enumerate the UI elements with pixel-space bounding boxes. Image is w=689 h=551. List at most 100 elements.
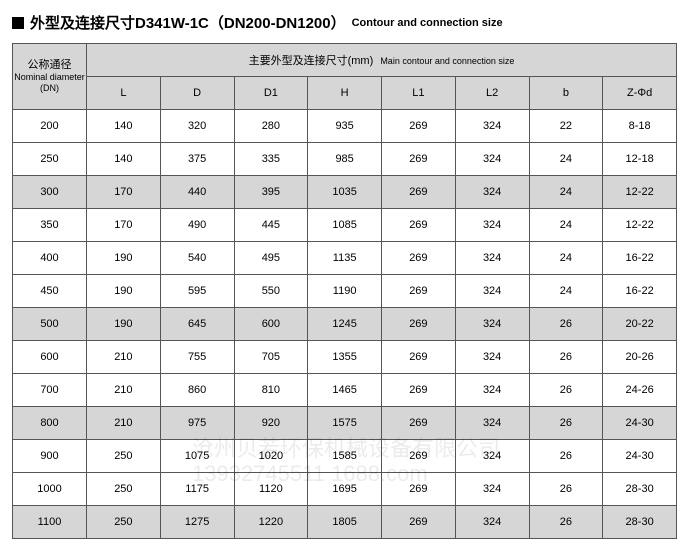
table-row: 10002501175112016952693242628-30 <box>13 473 677 506</box>
table-row: 35017049044510852693242412-22 <box>13 209 677 242</box>
cell-value: 1135 <box>308 242 382 275</box>
cell-value: 26 <box>529 341 603 374</box>
cell-value: 269 <box>382 209 456 242</box>
cell-value: 170 <box>87 209 161 242</box>
cell-value: 1275 <box>160 506 234 539</box>
cell-value: 324 <box>455 176 529 209</box>
cell-value: 20-22 <box>603 308 677 341</box>
cell-value: 190 <box>87 275 161 308</box>
cell-value: 600 <box>234 308 308 341</box>
cell-value: 935 <box>308 110 382 143</box>
group-en: Main contour and connection size <box>380 56 514 66</box>
dimension-table: 公称通径 Nominal diameter (DN) 主要外型及连接尺寸(mm)… <box>12 43 677 539</box>
bullet-square <box>12 17 24 29</box>
cell-value: 324 <box>455 209 529 242</box>
cell-value: 1245 <box>308 308 382 341</box>
cell-value: 269 <box>382 110 456 143</box>
col-header-d: D <box>160 77 234 110</box>
cell-value: 12-22 <box>603 176 677 209</box>
cell-value: 550 <box>234 275 308 308</box>
cell-value: 269 <box>382 440 456 473</box>
cell-value: 595 <box>160 275 234 308</box>
cell-value: 1695 <box>308 473 382 506</box>
cell-value: 210 <box>87 374 161 407</box>
cell-value: 170 <box>87 176 161 209</box>
cell-value: 975 <box>160 407 234 440</box>
cell-value: 280 <box>234 110 308 143</box>
cell-dn: 600 <box>13 341 87 374</box>
cell-value: 26 <box>529 308 603 341</box>
cell-value: 210 <box>87 407 161 440</box>
cell-value: 1175 <box>160 473 234 506</box>
cell-value: 269 <box>382 308 456 341</box>
cell-value: 24-30 <box>603 407 677 440</box>
cell-value: 26 <box>529 407 603 440</box>
cell-value: 140 <box>87 143 161 176</box>
cell-value: 1585 <box>308 440 382 473</box>
col-header-zd: Z-Φd <box>603 77 677 110</box>
cell-dn: 1100 <box>13 506 87 539</box>
cell-value: 335 <box>234 143 308 176</box>
cell-value: 20-26 <box>603 341 677 374</box>
col-header-l2: L2 <box>455 77 529 110</box>
cell-value: 440 <box>160 176 234 209</box>
col-header-dn: 公称通径 Nominal diameter (DN) <box>13 44 87 110</box>
dn-header-en: Nominal diameter <box>13 72 86 83</box>
cell-dn: 1000 <box>13 473 87 506</box>
table-row: 45019059555011902693242416-22 <box>13 275 677 308</box>
cell-value: 28-30 <box>603 473 677 506</box>
title-sub: Contour and connection size <box>352 17 503 29</box>
cell-dn: 500 <box>13 308 87 341</box>
cell-dn: 250 <box>13 143 87 176</box>
cell-value: 24 <box>529 275 603 308</box>
cell-value: 190 <box>87 242 161 275</box>
dn-header-cn: 公称通径 <box>13 59 86 72</box>
cell-value: 12-18 <box>603 143 677 176</box>
cell-value: 140 <box>87 110 161 143</box>
table-row: 70021086081014652693242624-26 <box>13 374 677 407</box>
cell-value: 1805 <box>308 506 382 539</box>
cell-value: 24 <box>529 176 603 209</box>
cell-value: 985 <box>308 143 382 176</box>
cell-value: 250 <box>87 440 161 473</box>
cell-value: 1220 <box>234 506 308 539</box>
cell-value: 26 <box>529 506 603 539</box>
dn-header-unit: (DN) <box>13 83 86 94</box>
cell-value: 269 <box>382 242 456 275</box>
cell-value: 190 <box>87 308 161 341</box>
cell-value: 269 <box>382 275 456 308</box>
cell-value: 1465 <box>308 374 382 407</box>
col-header-h: H <box>308 77 382 110</box>
cell-value: 324 <box>455 275 529 308</box>
table-header: 公称通径 Nominal diameter (DN) 主要外型及连接尺寸(mm)… <box>13 44 677 110</box>
table-row: 200140320280935269324228-18 <box>13 110 677 143</box>
table-row: 50019064560012452693242620-22 <box>13 308 677 341</box>
table-row: 2501403753359852693242412-18 <box>13 143 677 176</box>
cell-value: 324 <box>455 506 529 539</box>
cell-value: 26 <box>529 374 603 407</box>
cell-value: 324 <box>455 374 529 407</box>
cell-value: 490 <box>160 209 234 242</box>
cell-value: 1120 <box>234 473 308 506</box>
cell-value: 269 <box>382 143 456 176</box>
cell-value: 26 <box>529 473 603 506</box>
cell-value: 1035 <box>308 176 382 209</box>
cell-value: 705 <box>234 341 308 374</box>
cell-value: 16-22 <box>603 242 677 275</box>
cell-dn: 700 <box>13 374 87 407</box>
cell-value: 24 <box>529 209 603 242</box>
page-title: 外型及连接尺寸D341W-1C（DN200-DN1200） Contour an… <box>12 12 677 33</box>
col-header-group: 主要外型及连接尺寸(mm) Main contour and connectio… <box>87 44 677 77</box>
table-row: 80021097592015752693242624-30 <box>13 407 677 440</box>
cell-value: 320 <box>160 110 234 143</box>
cell-value: 26 <box>529 440 603 473</box>
cell-value: 645 <box>160 308 234 341</box>
cell-value: 324 <box>455 242 529 275</box>
cell-value: 860 <box>160 374 234 407</box>
cell-value: 324 <box>455 407 529 440</box>
cell-value: 445 <box>234 209 308 242</box>
cell-value: 1020 <box>234 440 308 473</box>
cell-value: 16-22 <box>603 275 677 308</box>
cell-value: 8-18 <box>603 110 677 143</box>
cell-value: 28-30 <box>603 506 677 539</box>
